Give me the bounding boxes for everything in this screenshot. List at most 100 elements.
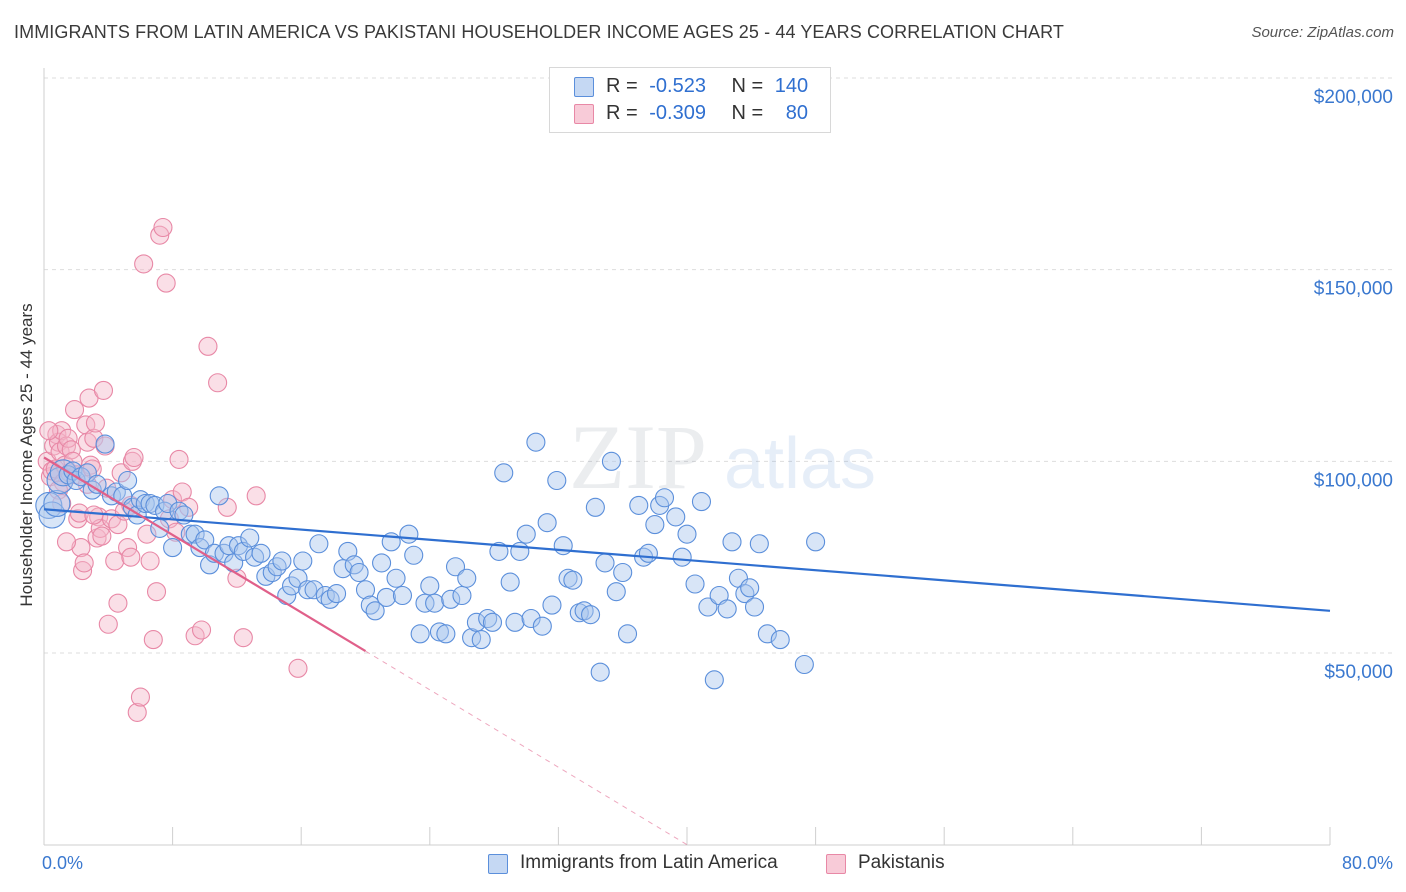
pakistanis-point bbox=[108, 593, 128, 613]
pakistanis-point bbox=[156, 273, 176, 293]
legend-swatch-pink bbox=[574, 104, 594, 124]
latin-america-point bbox=[794, 654, 814, 675]
latin-america-point bbox=[209, 486, 229, 506]
y-tick-label: $150,000 bbox=[1314, 279, 1393, 300]
pakistanis-point bbox=[85, 413, 105, 433]
latin-america-point bbox=[489, 541, 509, 561]
latin-america-point bbox=[452, 585, 472, 606]
latin-america-point bbox=[698, 597, 718, 617]
y-tick-label: $200,000 bbox=[1314, 87, 1393, 108]
latin-america-point bbox=[494, 463, 514, 483]
latin-america-point bbox=[510, 541, 530, 561]
legend-swatch-blue bbox=[574, 77, 594, 97]
pakistanis-point bbox=[150, 225, 170, 245]
pakistanis-point bbox=[134, 254, 154, 274]
pakistanis-point bbox=[58, 428, 78, 448]
latin-america-point bbox=[410, 624, 430, 644]
latin-america-point bbox=[272, 551, 292, 571]
pakistanis-point bbox=[111, 463, 131, 483]
latin-america-point bbox=[355, 580, 376, 600]
latin-america-point bbox=[293, 551, 313, 571]
latin-america-point bbox=[298, 580, 318, 600]
legend-r-value: -0.309 bbox=[649, 102, 706, 124]
latin-america-point bbox=[740, 578, 760, 598]
latin-america-point bbox=[563, 570, 583, 590]
latin-america-point bbox=[744, 597, 765, 617]
axes bbox=[43, 68, 1331, 846]
latin-america-point bbox=[158, 493, 178, 514]
pakistanis-point bbox=[143, 630, 163, 650]
latin-america-point bbox=[666, 507, 686, 527]
latin-america-point bbox=[505, 612, 525, 632]
pakistanis-points bbox=[37, 217, 308, 722]
latin-america-point bbox=[462, 628, 482, 648]
latin-america-point bbox=[441, 589, 461, 609]
pakistanis-trend-line bbox=[43, 456, 367, 653]
latin-america-point bbox=[436, 624, 456, 644]
latin-america-point bbox=[704, 670, 724, 690]
latin-america-point bbox=[580, 605, 601, 625]
pakistanis-point bbox=[93, 380, 114, 400]
latin-america-point bbox=[521, 608, 541, 629]
pakistanis-point bbox=[84, 505, 104, 525]
latin-america-point bbox=[595, 553, 615, 573]
latin-america-point bbox=[717, 599, 737, 619]
pakistanis-point bbox=[98, 614, 118, 634]
legend-n-label: N = bbox=[731, 75, 764, 97]
latin-america-point bbox=[240, 528, 260, 548]
latin-america-point bbox=[118, 470, 138, 491]
legend-r-label: R = bbox=[606, 102, 638, 124]
pakistanis-point bbox=[169, 449, 189, 469]
watermark-zip: ZIP bbox=[569, 406, 707, 508]
x-tick-label: 80.0% bbox=[1342, 853, 1393, 873]
y-tick-label: $100,000 bbox=[1314, 470, 1393, 491]
latin-america-point bbox=[251, 543, 271, 563]
bottom-legend-swatch-pink bbox=[826, 854, 846, 874]
trend-lines bbox=[43, 456, 1331, 846]
latin-america-point bbox=[429, 622, 449, 642]
latin-america-point bbox=[606, 582, 626, 602]
latin-america-point bbox=[327, 584, 347, 604]
pakistanis-point bbox=[127, 702, 147, 722]
latin-america-point bbox=[445, 557, 466, 577]
pakistanis-point bbox=[140, 551, 160, 571]
latin-america-point bbox=[553, 536, 573, 556]
latin-america-point bbox=[500, 572, 520, 592]
latin-america-point bbox=[749, 534, 769, 554]
latin-america-point bbox=[601, 451, 621, 471]
bottom-legend-swatch-blue bbox=[488, 854, 508, 874]
x-tick-label: 0.0% bbox=[42, 853, 83, 873]
latin-america-point bbox=[415, 593, 435, 613]
y-axis-label: Householder Income Ages 25 - 44 years bbox=[17, 303, 36, 607]
chart-title: IMMIGRANTS FROM LATIN AMERICA VS PAKISTA… bbox=[14, 22, 1065, 42]
latin-america-point bbox=[654, 488, 675, 508]
pakistanis-point bbox=[71, 538, 91, 558]
pakistanis-point bbox=[39, 421, 59, 441]
latin-america-point bbox=[365, 601, 385, 621]
pakistanis-point bbox=[124, 447, 144, 468]
latin-america-point bbox=[585, 497, 605, 517]
pakistanis-point bbox=[288, 658, 308, 678]
latin-america-point bbox=[757, 624, 777, 644]
latin-america-point bbox=[333, 559, 353, 579]
pakistanis-point bbox=[84, 428, 104, 448]
latin-america-point bbox=[526, 432, 546, 452]
latin-america-trend-line bbox=[43, 508, 1331, 612]
latin-america-point bbox=[219, 536, 239, 556]
latin-america-point bbox=[95, 434, 115, 454]
latin-america-point bbox=[547, 470, 567, 491]
pakistanis-point bbox=[146, 582, 167, 602]
latin-america-point bbox=[404, 545, 424, 565]
latin-america-point bbox=[645, 515, 665, 535]
latin-america-point bbox=[457, 568, 477, 588]
latin-america-point bbox=[677, 524, 697, 544]
pakistanis-point bbox=[246, 486, 266, 506]
latin-america-point bbox=[135, 493, 155, 514]
latin-america-point bbox=[392, 585, 413, 606]
bottom-legend-label: Pakistanis bbox=[858, 852, 945, 873]
pakistanis-point bbox=[191, 620, 212, 640]
pakistanis-point bbox=[233, 628, 253, 648]
latin-america-point bbox=[516, 524, 536, 544]
latin-america-point bbox=[806, 532, 826, 552]
x-tick-labels: 0.0% 80.0% bbox=[42, 853, 1393, 873]
